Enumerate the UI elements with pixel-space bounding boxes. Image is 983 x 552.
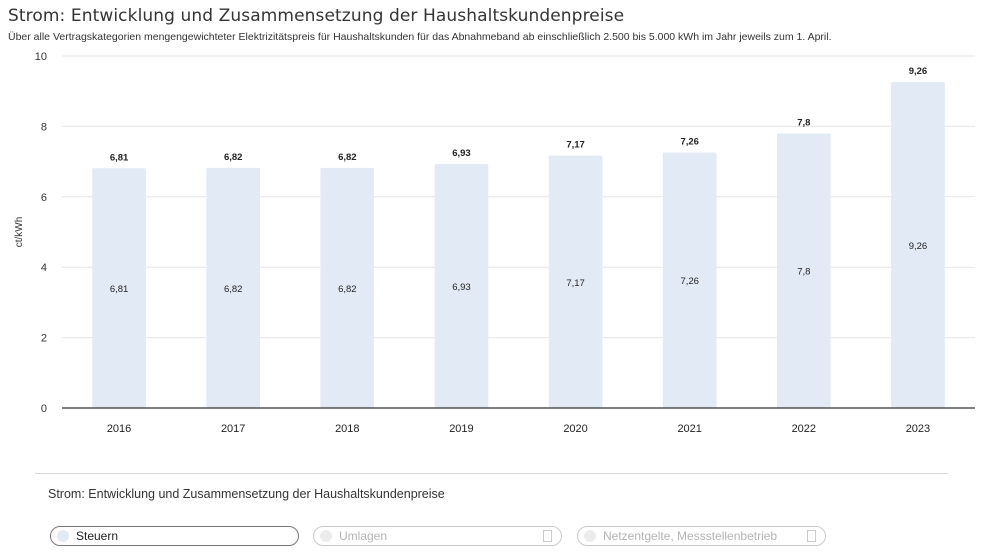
y-tick-label: 6 [41, 192, 47, 204]
bar-total-label: 7,26 [680, 136, 699, 147]
legend-swatch-icon [320, 530, 332, 542]
x-tick-label: 2017 [221, 423, 245, 435]
bar-segment-label: 7,8 [797, 267, 810, 278]
bar-segment-label: 7,17 [566, 278, 585, 289]
chart-title: Strom: Entwicklung und Zusammensetzung d… [8, 6, 625, 26]
bar [662, 152, 717, 408]
bar [206, 167, 261, 408]
legend-item-label: Umlagen [339, 529, 388, 543]
legend-swatch-icon [57, 530, 69, 542]
bar-total-label: 6,81 [110, 152, 129, 163]
x-tick-label: 2016 [107, 423, 131, 435]
x-tick-label: 2022 [792, 423, 816, 435]
y-axis-ticks: 0 2 4 6 8 10 [35, 51, 47, 415]
chart-subtitle: Über alle Vertragskategorien mengengewic… [8, 31, 832, 43]
y-axis-label: ct/kWh [14, 217, 25, 248]
bar [776, 133, 831, 408]
legend-item-umlagen[interactable]: Umlagen [313, 526, 562, 546]
y-tick-label: 0 [41, 403, 47, 415]
x-tick-label: 2021 [677, 423, 701, 435]
y-tick-label: 8 [41, 121, 47, 133]
legend-item-netzentgelte[interactable]: Netzentgelte, Messstellenbetrieb [577, 526, 826, 546]
checkbox-icon[interactable] [807, 530, 816, 542]
legend-item-label: Netzentgelte, Messstellenbetrieb [603, 529, 778, 543]
legend-item-steuern[interactable]: Steuern [50, 526, 299, 546]
legend-divider [35, 473, 948, 474]
bars: 6,81 6,81 6,82 6,82 6,82 6,82 6,93 6,93 7,17 7,17… [92, 66, 945, 408]
grid-lines [62, 55, 975, 339]
bar [548, 155, 603, 408]
bar-segment-label: 9,26 [909, 241, 928, 252]
legend-swatch-icon [584, 530, 596, 542]
bar [434, 164, 489, 408]
x-tick-label: 2019 [449, 423, 473, 435]
bar-total-label: 6,82 [224, 152, 243, 163]
legend-title: Strom: Entwicklung und Zusammensetzung d… [48, 487, 445, 501]
legend-item-label: Steuern [76, 529, 119, 543]
x-tick-label: 2018 [335, 423, 359, 435]
bar-total-label: 7,8 [797, 117, 810, 128]
bar-segment-label: 7,26 [680, 276, 699, 287]
bar-total-label: 9,26 [909, 66, 928, 77]
bar-segment-label: 6,81 [110, 284, 129, 295]
bar-total-label: 6,93 [452, 148, 471, 159]
bar-segment-label: 6,93 [452, 282, 471, 293]
bar-total-label: 7,17 [566, 140, 585, 151]
x-tick-label: 2020 [563, 423, 587, 435]
x-axis-ticks: 2016 2017 2018 2019 2020 2021 2022 2023 [107, 423, 930, 435]
bar [92, 168, 146, 408]
bar [320, 167, 375, 408]
bar [891, 82, 945, 408]
x-tick-label: 2023 [906, 423, 930, 435]
bar-segment-label: 6,82 [224, 284, 243, 295]
y-tick-label: 4 [41, 262, 47, 274]
y-tick-label: 10 [35, 51, 47, 63]
checkbox-icon[interactable] [543, 530, 552, 542]
y-tick-label: 2 [41, 333, 47, 345]
bar-segment-label: 6,82 [338, 284, 357, 295]
bar-total-label: 6,82 [338, 152, 357, 163]
